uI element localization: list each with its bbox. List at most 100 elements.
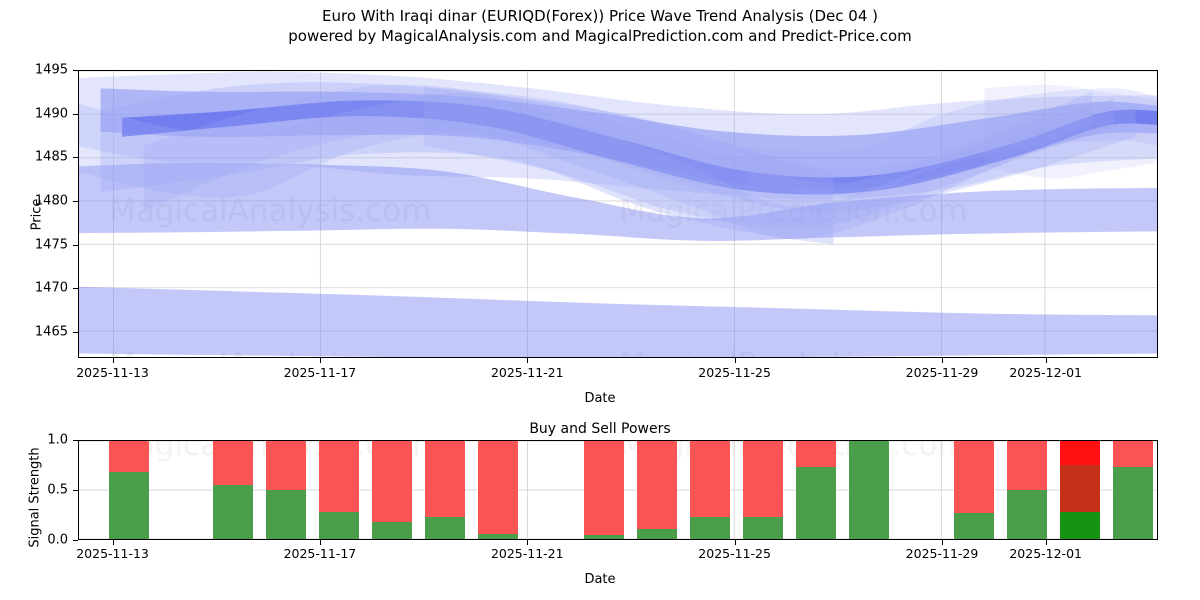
power-ytick-mark-0 bbox=[73, 540, 78, 541]
price-xtick-label-1: 2025-11-17 bbox=[283, 365, 357, 380]
power-xtick-mark-2 bbox=[527, 540, 529, 545]
buy-power-segment bbox=[108, 472, 149, 539]
power-xtick-label-4: 2025-11-29 bbox=[905, 546, 979, 561]
power-bar[interactable] bbox=[848, 441, 889, 539]
price-ytick-mark-5 bbox=[73, 113, 78, 115]
power-ytick-mark-2 bbox=[73, 440, 78, 441]
power-xtick-label-5: 2025-12-01 bbox=[1009, 546, 1082, 561]
price-xtick-label-3: 2025-11-25 bbox=[698, 365, 771, 380]
title-line-2: powered by MagicalAnalysis.com and Magic… bbox=[288, 27, 912, 45]
power-bar[interactable] bbox=[583, 441, 624, 539]
power-bar[interactable] bbox=[425, 441, 466, 539]
sell-power-segment bbox=[689, 441, 730, 517]
price-xtick-label-2: 2025-11-21 bbox=[490, 365, 564, 380]
buy-power-segment bbox=[1113, 467, 1154, 539]
power-bar[interactable] bbox=[1060, 441, 1101, 539]
buy-power-segment bbox=[848, 441, 889, 539]
power-bars-container bbox=[79, 441, 1157, 539]
buy-power-segment bbox=[689, 517, 730, 539]
sell-power-segment bbox=[583, 441, 624, 535]
sell-power-segment bbox=[213, 441, 254, 485]
power-ytick-label-1: 0.5 bbox=[47, 482, 68, 498]
power-xtick-mark-3 bbox=[734, 540, 736, 545]
power-bar[interactable] bbox=[266, 441, 307, 539]
power-xtick-mark-4 bbox=[942, 540, 943, 545]
power-ytick-label-2: 1.0 bbox=[47, 432, 68, 448]
buy-power-segment bbox=[319, 512, 360, 539]
power-bar[interactable] bbox=[742, 441, 783, 539]
sell-power-segment bbox=[795, 441, 836, 467]
sell-power-peak-segment bbox=[1060, 441, 1101, 466]
buy-power-segment bbox=[425, 517, 466, 539]
price-ytick-label-4: 1485 bbox=[34, 149, 68, 165]
power-bar[interactable] bbox=[319, 441, 360, 539]
wave-band-mid-channel bbox=[79, 162, 1157, 241]
power-bar[interactable] bbox=[954, 441, 995, 539]
price-xtick-label-0: 2025-11-13 bbox=[76, 365, 149, 380]
power-bar[interactable] bbox=[636, 441, 677, 539]
price-xtick-mark-0 bbox=[112, 358, 114, 363]
buy-sell-powers-title: Buy and Sell Powers bbox=[529, 421, 671, 437]
power-bar[interactable] bbox=[372, 441, 413, 539]
buy-power-segment bbox=[1007, 490, 1048, 539]
power-xtick-mark-1 bbox=[319, 540, 321, 545]
wave-band-bright-highlight bbox=[984, 84, 1157, 179]
price-xtick-mark-1 bbox=[319, 358, 321, 363]
power-xtick-label-3: 2025-11-25 bbox=[698, 546, 771, 561]
power-bar[interactable] bbox=[795, 441, 836, 539]
signal-strength-axis-label: Signal Strength bbox=[27, 447, 43, 548]
title-line-1: Euro With Iraqi dinar (EURIQD(Forex)) Pr… bbox=[322, 7, 878, 25]
buy-power-segment bbox=[795, 467, 836, 539]
wave-band-wave-overlay-c bbox=[79, 93, 1114, 240]
price-wave-bands bbox=[79, 71, 1157, 357]
buy-sell-powers-plot-area: MagicalAnalysis.com MagicalPrediction.co… bbox=[78, 440, 1158, 540]
sell-power-segment bbox=[425, 441, 466, 517]
buy-power-segment bbox=[372, 522, 413, 539]
power-bar[interactable] bbox=[1007, 441, 1048, 539]
buy-power-segment bbox=[1060, 512, 1101, 539]
buy-power-segment bbox=[954, 513, 995, 539]
price-xtick-mark-5 bbox=[1045, 358, 1047, 363]
price-ytick-mark-0 bbox=[73, 331, 78, 333]
wave-band-trend-core-dark bbox=[122, 100, 1157, 195]
sell-power-segment bbox=[108, 441, 149, 472]
price-ytick-mark-3 bbox=[73, 200, 78, 202]
sell-power-segment bbox=[372, 441, 413, 522]
wave-band-wave-overlay-a bbox=[100, 82, 834, 245]
sell-power-segment bbox=[319, 441, 360, 512]
power-bar[interactable] bbox=[478, 441, 518, 539]
price-chart-x-axis-label: Date bbox=[584, 391, 616, 406]
buy-power-segment bbox=[636, 529, 677, 539]
price-ytick-mark-2 bbox=[73, 244, 78, 246]
power-ytick-label-0: 0.0 bbox=[47, 532, 68, 548]
price-xtick-mark-2 bbox=[527, 358, 529, 363]
sell-power-segment bbox=[478, 441, 518, 534]
power-bar[interactable] bbox=[689, 441, 730, 539]
price-ytick-label-6: 1495 bbox=[34, 62, 68, 78]
sell-power-segment bbox=[1113, 441, 1154, 467]
wave-band-lower-channel bbox=[79, 286, 1157, 357]
power-bar[interactable] bbox=[108, 441, 149, 539]
sell-power-segment bbox=[742, 441, 783, 517]
wave-band-wave-overlay-e bbox=[747, 88, 1157, 197]
price-ytick-mark-6 bbox=[73, 70, 78, 71]
buy-power-segment bbox=[583, 535, 624, 539]
power-xtick-label-0: 2025-11-13 bbox=[76, 546, 149, 561]
price-ytick-mark-4 bbox=[73, 157, 78, 159]
wave-band-wave-overlay-b bbox=[423, 86, 1136, 228]
price-ytick-label-5: 1490 bbox=[34, 106, 68, 122]
price-ytick-label-3: 1480 bbox=[34, 193, 68, 209]
price-ytick-label-1: 1470 bbox=[34, 280, 68, 296]
sell-power-segment bbox=[636, 441, 677, 529]
sell-power-segment bbox=[266, 441, 307, 490]
power-bar[interactable] bbox=[1113, 441, 1154, 539]
price-xtick-mark-3 bbox=[734, 358, 736, 363]
price-wave-chart-plot-area: MagicalAnalysis.com MagicalPrediction.co… bbox=[78, 70, 1158, 358]
buy-power-segment bbox=[742, 517, 783, 539]
price-xtick-label-5: 2025-12-01 bbox=[1009, 365, 1082, 380]
power-xtick-label-1: 2025-11-17 bbox=[283, 546, 357, 561]
price-axis-label: Price bbox=[29, 198, 45, 231]
power-bar[interactable] bbox=[213, 441, 254, 539]
power-xtick-mark-5 bbox=[1045, 540, 1047, 545]
